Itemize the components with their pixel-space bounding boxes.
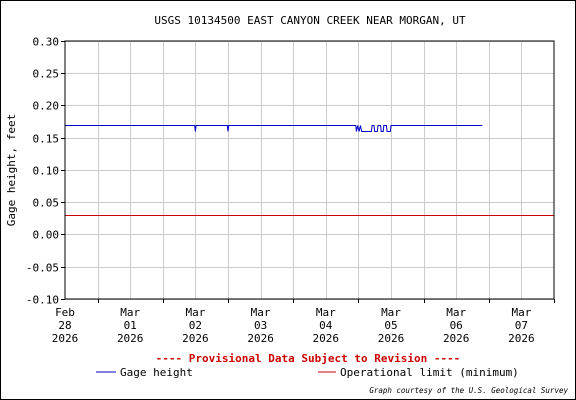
chart-title: USGS 10134500 EAST CANYON CREEK NEAR MOR… [154,14,466,27]
x-tick-label: Mar [316,306,336,319]
y-axis-label: Gage height, feet [5,114,18,227]
legend: Gage height Operational limit (minimum) [96,366,519,379]
x-tick-label: 2026 [313,332,340,345]
x-tick-label: 04 [319,319,333,332]
provisional-annotation: ---- Provisional Data Subject to Revisio… [156,352,461,365]
x-tick-label: 06 [450,319,463,332]
x-tick-label: 2026 [378,332,405,345]
x-tick-label: Feb [55,306,75,319]
x-tick-label: 2026 [508,332,535,345]
y-tick-label: 0.30 [33,36,60,49]
x-tick-label: 05 [384,319,397,332]
x-tick-label: Mar [446,306,466,319]
y-tick-label: 0.10 [33,165,60,178]
x-tick-label: 01 [124,319,137,332]
x-tick-label: 07 [515,319,528,332]
y-tick-label: 0.00 [33,229,60,242]
series-line-gage-height [65,125,483,132]
y-tick-label: -0.05 [26,262,59,275]
usgs-credit: Graph courtesy of the U.S. Geological Su… [369,386,568,395]
x-tick-label: 2026 [247,332,274,345]
x-tick-label: 2026 [443,332,470,345]
y-tick-label: 0.15 [33,133,60,146]
x-tick-label: 2026 [182,332,209,345]
plot-area-border [64,40,555,300]
y-tick-label: -0.10 [26,294,59,307]
y-tick-label: 0.25 [33,68,60,81]
y-tick-label: 0.05 [33,197,60,210]
series [65,125,554,216]
x-tick-label: Mar [251,306,271,319]
x-tick-label: 02 [189,319,202,332]
x-tick-label: 2026 [52,332,79,345]
legend-label-gage-height: Gage height [120,366,193,379]
x-tick-label: Mar [185,306,205,319]
legend-label-operational-limit: Operational limit (minimum) [340,366,519,379]
x-axis-ticks: Feb282026Mar012026Mar022026Mar032026Mar0… [52,299,555,345]
x-tick-label: Mar [381,306,401,319]
x-tick-label: 2026 [117,332,144,345]
x-tick-label: 03 [254,319,267,332]
x-tick-label: 28 [58,319,71,332]
x-tick-label: Mar [511,306,531,319]
y-axis-ticks: 0.30 0.25 0.20 0.15 0.10 0.05 0.00 -0.05 -0.10 [26,36,65,307]
x-tick-label: Mar [120,306,140,319]
y-tick-label: 0.20 [33,100,60,113]
